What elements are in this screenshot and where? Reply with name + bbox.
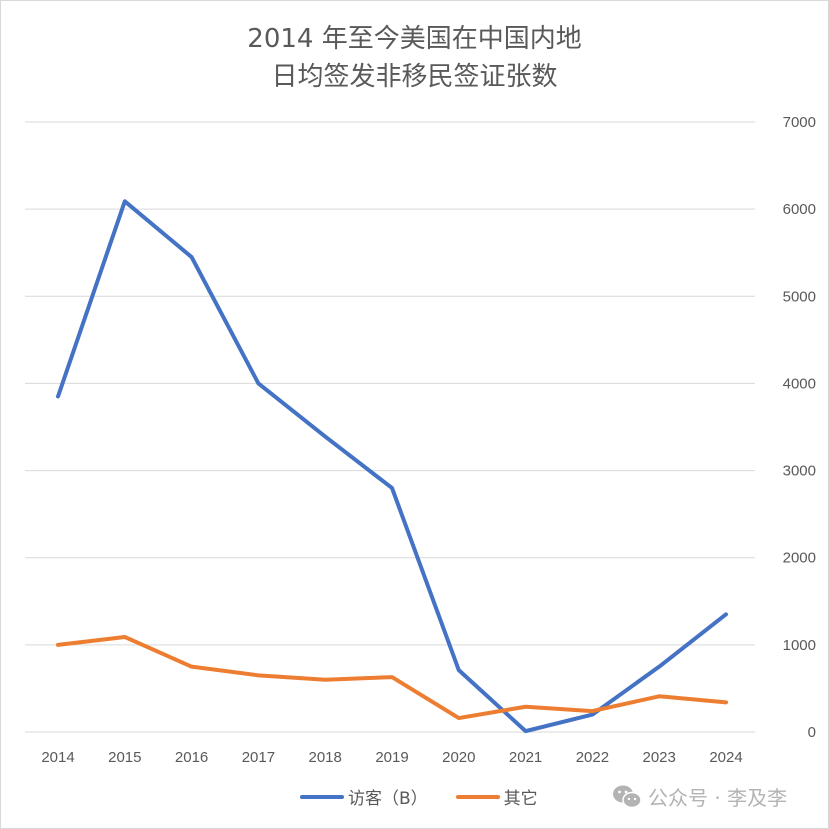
x-tick-label: 2016	[175, 749, 208, 766]
y-tick-label: 4000	[783, 375, 816, 392]
chart-title-line1: 2014 年至今美国在中国内地	[247, 24, 582, 54]
x-tick-label: 2023	[643, 749, 676, 766]
series-line-other	[56, 635, 728, 721]
y-tick-label: 3000	[783, 463, 816, 480]
watermark: 公众号 · 李及李	[612, 782, 787, 811]
x-tick-label: 2024	[709, 749, 742, 766]
x-tick-label: 2018	[309, 749, 342, 766]
y-tick-label: 2000	[783, 550, 816, 567]
x-tick-label: 2014	[41, 749, 74, 766]
x-tick-label: 2017	[242, 749, 275, 766]
y-tick-label: 5000	[783, 288, 816, 305]
legend: 访客（B） 其它	[300, 784, 538, 809]
wechat-icon	[613, 785, 642, 808]
x-tick-label: 2019	[375, 749, 408, 766]
legend-label-other: 其它	[503, 789, 538, 809]
y-tick-label: 1000	[783, 637, 816, 654]
chart-title-line2: 日均签发非移民签证张数	[271, 62, 558, 92]
legend-label-visitor: 访客（B）	[348, 789, 428, 809]
y-tick-label: 0	[808, 724, 816, 741]
x-tick-label: 2020	[442, 749, 475, 766]
legend-swatch-visitor	[300, 794, 344, 799]
legend-swatch-other	[455, 794, 500, 799]
x-tick-label: 2022	[576, 749, 609, 766]
y-tick-label: 6000	[783, 201, 816, 218]
x-tick-label: 2021	[509, 749, 542, 766]
x-tick-label: 2015	[108, 749, 141, 766]
watermark-text: 公众号 · 李及李	[648, 786, 788, 810]
y-tick-label: 7000	[783, 114, 816, 131]
